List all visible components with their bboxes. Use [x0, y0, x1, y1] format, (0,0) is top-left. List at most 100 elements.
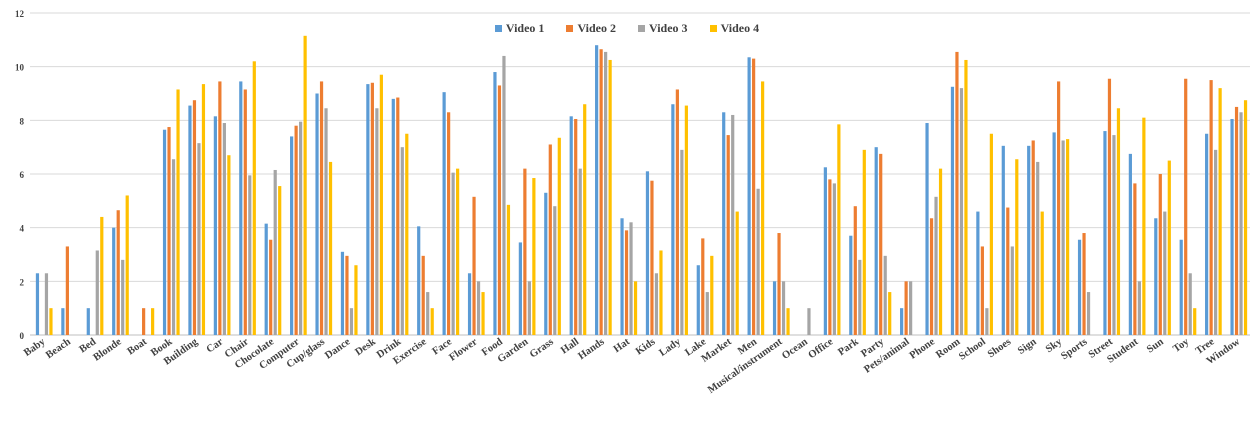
- bar-video-4: [862, 149, 866, 335]
- bar-video-1: [1128, 153, 1132, 335]
- x-tick-label: Ocean: [780, 336, 810, 361]
- bar-video-3: [1061, 140, 1065, 335]
- bar-video-4: [1142, 117, 1146, 336]
- bar-video-1: [518, 242, 522, 335]
- bar-video-4: [684, 105, 688, 335]
- bar-video-3: [1036, 161, 1040, 335]
- bar-video-3: [680, 149, 684, 335]
- bar-video-2: [370, 82, 374, 336]
- bar-video-2: [1082, 233, 1086, 335]
- bar-video-1: [1052, 132, 1056, 335]
- bar-video-4: [735, 211, 739, 335]
- bar-video-2: [167, 127, 171, 336]
- x-tick-label: Lady: [657, 336, 683, 359]
- bar-video-4: [761, 81, 765, 335]
- bar-video-3: [1188, 273, 1192, 335]
- bar-video-2: [853, 206, 857, 335]
- x-tick-label: Sun: [1145, 336, 1166, 355]
- bar-video-1: [722, 112, 726, 336]
- bar-video-2: [624, 230, 629, 335]
- bar-video-2: [650, 180, 654, 335]
- bar-video-1: [391, 98, 395, 335]
- legend-label: Video 2: [577, 21, 616, 35]
- bar-video-3: [349, 308, 354, 335]
- bar-video-2: [879, 153, 883, 335]
- bar-video-1: [1205, 133, 1209, 335]
- bar-video-3: [222, 123, 226, 336]
- x-tick-label: Car: [205, 336, 226, 355]
- bar-video-1: [595, 45, 599, 335]
- bar-video-1: [823, 167, 827, 335]
- x-tick-label: Phone: [908, 336, 938, 361]
- bar-video-1: [467, 273, 472, 335]
- bar-video-2: [574, 118, 578, 335]
- bar-video-4: [557, 137, 561, 335]
- bar-video-1: [1027, 145, 1031, 335]
- bar-video-4: [989, 133, 993, 335]
- y-tick-label: 10: [15, 63, 25, 73]
- legend-swatch: [709, 25, 717, 32]
- bar-video-3: [858, 259, 862, 335]
- bar-video-3: [832, 183, 836, 335]
- bar-video-3: [553, 206, 557, 335]
- x-tick-label: Sign: [1016, 336, 1039, 356]
- legend-item: Video 1: [494, 21, 544, 36]
- legend-label: Video 3: [649, 21, 688, 35]
- bar-video-1: [645, 171, 650, 335]
- bar-video-2: [980, 246, 984, 335]
- x-tick-label: Shoes: [986, 336, 1013, 360]
- bar-video-1: [569, 116, 573, 335]
- bar-video-3: [95, 250, 99, 335]
- bar-video-2: [396, 97, 400, 336]
- bar-video-4: [201, 84, 206, 335]
- bar-video-2: [218, 81, 222, 335]
- bar-video-4: [633, 281, 638, 335]
- x-tick-label: Office: [807, 336, 836, 361]
- bar-video-1: [264, 223, 268, 335]
- bar-video-3: [781, 281, 786, 335]
- legend-item: Video 4: [709, 21, 759, 36]
- bar-video-1: [1230, 118, 1234, 335]
- x-tick-label: Boat: [126, 336, 150, 357]
- bar-video-4: [583, 104, 587, 335]
- legend-swatch: [566, 25, 574, 32]
- bar-video-3: [527, 281, 531, 335]
- bar-video-3: [400, 147, 404, 335]
- bar-video-3: [578, 168, 582, 335]
- bar-video-2: [243, 89, 247, 335]
- bar-video-4: [938, 168, 943, 335]
- x-tick-label: Beach: [44, 336, 73, 361]
- bar-video-1: [188, 105, 192, 335]
- bar-video-4: [278, 186, 282, 335]
- bar-video-4: [481, 292, 485, 335]
- bar-video-2: [1133, 183, 1137, 335]
- bar-video-2: [497, 85, 502, 335]
- bar-video-2: [675, 89, 679, 335]
- bar-video-3: [502, 55, 506, 335]
- bar-video-1: [544, 192, 548, 335]
- bar-video-3: [248, 175, 252, 335]
- x-tick-label: Flower: [447, 336, 479, 363]
- bar-video-2: [319, 81, 324, 335]
- bar-video-2: [548, 144, 552, 335]
- bar-video-4: [328, 161, 333, 335]
- bar-video-1: [442, 92, 446, 336]
- bar-video-3: [1239, 112, 1243, 336]
- x-tick-label: Toy: [1171, 336, 1191, 355]
- bar-video-3: [629, 222, 633, 335]
- bar-video-4: [354, 265, 358, 335]
- bar-video-3: [1214, 149, 1218, 335]
- bar-video-4: [405, 133, 409, 335]
- bar-video-3: [1163, 211, 1167, 335]
- legend-swatch: [494, 25, 502, 32]
- bar-video-1: [772, 281, 777, 335]
- bar-video-3: [654, 273, 659, 335]
- bar-video-4: [964, 59, 968, 335]
- bar-video-1: [162, 129, 167, 335]
- bar-video-1: [340, 251, 345, 335]
- bar-video-3: [756, 188, 760, 335]
- bar-video-3: [121, 259, 125, 335]
- bar-video-1: [213, 116, 217, 335]
- bar-video-1: [1154, 218, 1158, 335]
- bar-video-4: [888, 292, 892, 335]
